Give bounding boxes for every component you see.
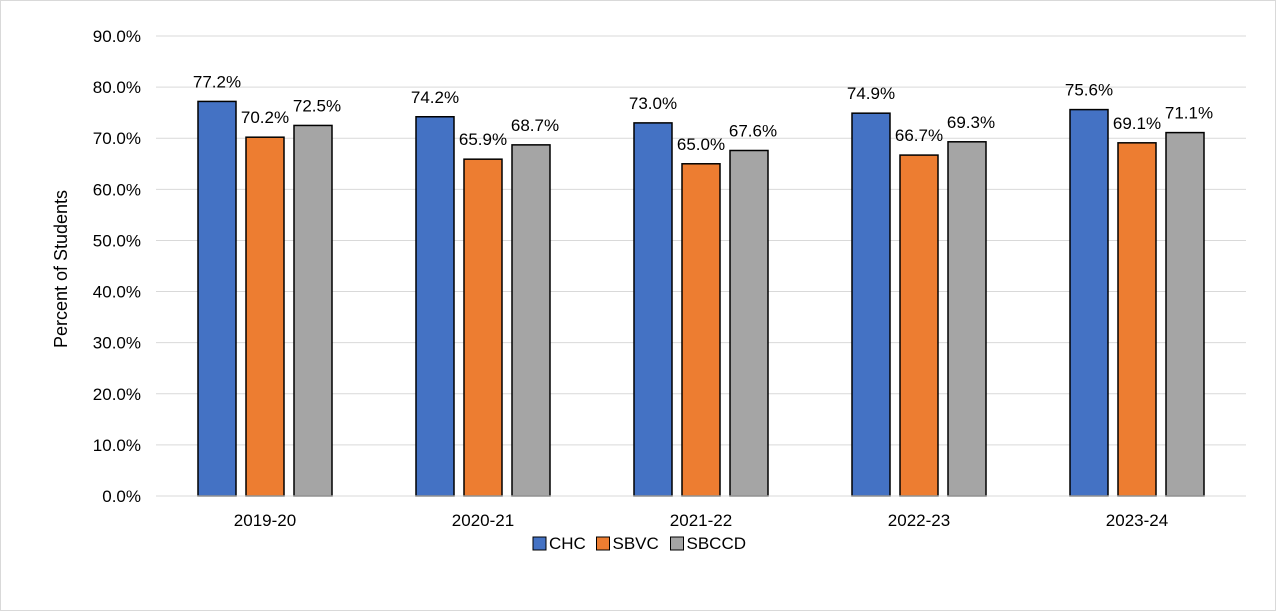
y-tick-label: 30.0% [93,334,141,353]
data-label-chc: 74.2% [411,88,459,107]
y-tick-label: 70.0% [93,129,141,148]
bar-sbvc [681,163,721,497]
x-tick-label: 2022-23 [888,511,950,530]
data-label-chc: 74.9% [847,84,895,103]
data-label-sbccd: 67.6% [729,121,777,140]
bar-sbvc [1117,142,1157,497]
x-tick-label: 2019-20 [234,511,296,530]
bar-sbvc [245,136,285,497]
data-label-sbvc: 66.7% [895,126,943,145]
bar-sbccd [293,124,333,497]
legend-label-sbvc: SBVC [613,534,659,553]
x-tick-label: 2020-21 [452,511,514,530]
bar-sbccd [729,149,769,497]
x-tick-label: 2021-22 [670,511,732,530]
bar-sbccd [511,144,551,497]
data-label-chc: 73.0% [629,94,677,113]
y-axis-ticks: 0.0% 10.0% 20.0% 30.0% 40.0% 50.0% 60.0% 70.0% 8… [93,27,141,506]
legend-label-sbccd: SBCCD [687,534,747,553]
bar-chc [851,112,891,497]
y-tick-label: 10.0% [93,436,141,455]
bar-sbvc [463,158,503,497]
y-tick-label: 60.0% [93,180,141,199]
y-tick-label: 20.0% [93,385,141,404]
legend-swatch-sbccd [670,536,684,551]
y-tick-label: 0.0% [102,487,141,506]
bars [197,100,1205,497]
data-label-sbccd: 68.7% [511,116,559,135]
x-axis-ticks: 2019-20 2020-21 2021-22 2022-23 2023-24 [234,511,1168,530]
data-label-sbccd: 69.3% [947,113,995,132]
legend-label-chc: CHC [549,534,586,553]
bar-sbvc [899,154,939,497]
data-label-chc: 75.6% [1065,81,1113,100]
bar-chc [197,100,237,497]
x-tick-label: 2023-24 [1106,511,1168,530]
y-tick-label: 80.0% [93,78,141,97]
y-tick-label: 50.0% [93,231,141,250]
data-label-sbvc: 65.9% [459,130,507,149]
data-label-sbvc: 65.0% [677,135,725,154]
data-label-sbvc: 70.2% [241,108,289,127]
data-label-sbccd: 72.5% [293,96,341,115]
data-label-sbccd: 71.1% [1165,104,1213,123]
bar-chc [1069,108,1109,497]
bar-chc [633,122,673,497]
legend: CHC SBVC SBCCD [532,534,747,553]
bar-chc [415,116,455,497]
y-axis-title: Percent of Students [51,190,71,348]
y-tick-label: 40.0% [93,283,141,302]
data-labels: 77.2%70.2%72.5% 74.2% 65.9%68.7% 73.0% 65.0%… [193,72,1213,153]
legend-swatch-sbvc [596,536,610,551]
bar-sbccd [947,141,987,497]
legend-swatch-chc [532,536,547,551]
y-tick-label: 90.0% [93,27,141,46]
bar-sbccd [1165,131,1205,497]
data-label-chc: 77.2% [193,72,241,91]
data-label-sbvc: 69.1% [1113,114,1161,133]
